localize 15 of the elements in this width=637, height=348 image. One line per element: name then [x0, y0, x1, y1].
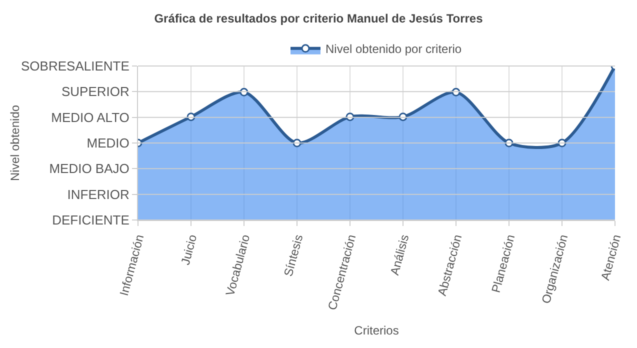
text: MEDIO BAJO	[49, 161, 130, 176]
x-tick-label: Juicio	[178, 232, 200, 266]
text: MEDIO ALTO	[51, 110, 130, 125]
text: SOBRESALIENTE	[21, 58, 130, 74]
text: MEDIO	[86, 136, 130, 151]
text: INFERIOR	[67, 186, 130, 202]
text: DEFICIENTE	[52, 212, 130, 228]
text: SUPERIOR	[61, 84, 130, 100]
x-tick-label: Análisis	[387, 233, 412, 277]
chart-title: Gráfica de resultados por criterio Manuel de Jesús Torres	[154, 11, 484, 26]
x-tick-label: Síntesis	[281, 233, 306, 278]
legend-label: Nivel obtenido por criterio	[326, 42, 462, 56]
x-axis-title: Criterios	[354, 323, 399, 338]
text: Nivel obtenido	[8, 104, 22, 181]
x-tick-label: Atención	[598, 233, 624, 282]
